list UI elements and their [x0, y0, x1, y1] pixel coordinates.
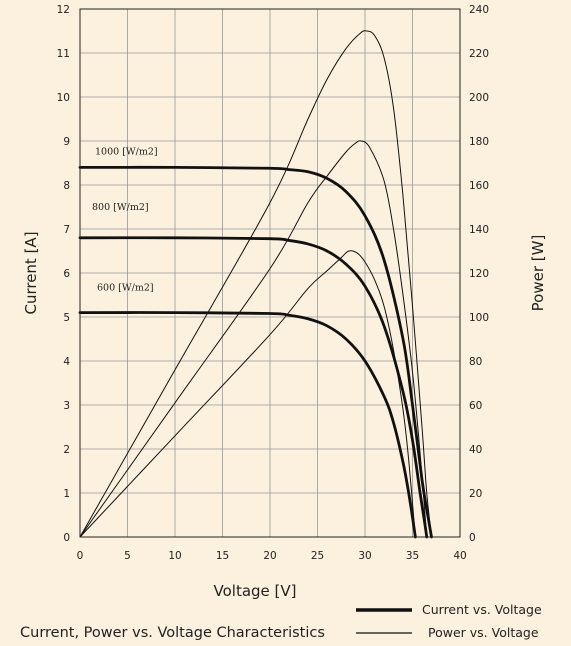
y-right-tick-label: 40 [469, 444, 482, 456]
y-right-tick-label: 180 [469, 136, 489, 148]
tick-labels: 0 5 10 15 20 25 30 35 40012345678910111202040608… [57, 4, 489, 562]
y-left-tick-label: 2 [63, 444, 70, 456]
y-right-tick-label: 20 [469, 488, 482, 500]
y-axis-right-title: Power [W] [529, 235, 547, 312]
y-left-tick-label: 4 [63, 356, 70, 368]
power-curve [79, 140, 428, 538]
y-right-tick-label: 80 [469, 356, 482, 368]
y-left-tick-label: 7 [63, 224, 70, 236]
y-left-tick-label: 10 [57, 92, 70, 104]
y-right-tick-label: 120 [469, 268, 489, 280]
y-right-tick-label: 160 [469, 180, 489, 192]
x-tick-label: 20 [263, 550, 276, 562]
x-tick-label: 30 [358, 550, 371, 562]
y-left-tick-label: 8 [63, 180, 70, 192]
y-right-tick-label: 60 [469, 400, 482, 412]
y-right-tick-label: 140 [469, 224, 489, 236]
y-left-tick-label: 5 [63, 312, 70, 324]
y-left-tick-label: 3 [63, 400, 70, 412]
series-labels: 1000 [W/m2] 800 [W/m2] 600 [W/m2] [92, 146, 158, 293]
current-curve [78, 165, 433, 539]
y-left-tick-label: 0 [63, 532, 70, 544]
x-tick-label: 5 [124, 550, 131, 562]
x-tick-label: 10 [168, 550, 181, 562]
x-tick-label: 0 [77, 550, 84, 562]
current-curve [78, 311, 417, 539]
power-curve [79, 30, 432, 538]
power-curve [79, 250, 416, 538]
x-tick-label: 35 [406, 550, 419, 562]
series-group [78, 30, 433, 539]
irradiance-label: 800 [W/m2] [92, 202, 149, 213]
legend-label-power: Power vs. Voltage [428, 625, 539, 640]
y-left-tick-label: 1 [63, 488, 70, 500]
y-right-tick-label: 240 [469, 4, 489, 16]
x-axis-title: Voltage [V] [214, 582, 297, 600]
y-right-tick-label: 0 [469, 532, 476, 544]
irradiance-label: 600 [W/m2] [97, 283, 154, 294]
legend-label-current: Current vs. Voltage [422, 602, 542, 617]
chart-title: Current, Power vs. Voltage Characteristi… [20, 625, 325, 641]
x-tick-label: 25 [311, 550, 324, 562]
y-right-tick-label: 200 [469, 92, 489, 104]
plot-frame [79, 8, 461, 538]
irradiance-label: 1000 [W/m2] [95, 146, 158, 157]
y-right-tick-label: 100 [469, 312, 489, 324]
current-curve [78, 236, 429, 539]
y-left-tick-label: 6 [63, 268, 70, 280]
y-left-tick-label: 12 [57, 4, 70, 16]
x-tick-label: 15 [216, 550, 229, 562]
x-tick-label: 40 [453, 550, 466, 562]
y-left-tick-label: 11 [57, 48, 70, 60]
y-right-tick-label: 220 [469, 48, 489, 60]
y-left-tick-label: 9 [63, 136, 70, 148]
y-axis-left-title: Current [A] [22, 231, 40, 314]
